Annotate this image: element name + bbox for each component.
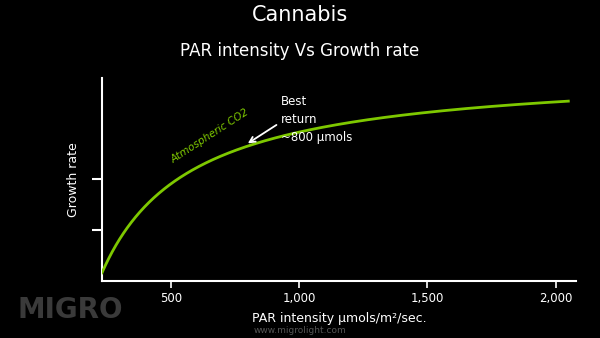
Text: PAR intensity Vs Growth rate: PAR intensity Vs Growth rate [181, 42, 419, 60]
Text: Best
return
~800 μmols: Best return ~800 μmols [281, 95, 353, 144]
Text: Cannabis: Cannabis [252, 5, 348, 25]
Text: MIGRO: MIGRO [18, 296, 124, 324]
Y-axis label: Growth rate: Growth rate [67, 142, 80, 217]
Text: www.migrolight.com: www.migrolight.com [254, 325, 346, 335]
Text: Atmospheric CO2: Atmospheric CO2 [169, 106, 250, 165]
X-axis label: PAR intensity μmols/m²/sec.: PAR intensity μmols/m²/sec. [251, 312, 427, 325]
